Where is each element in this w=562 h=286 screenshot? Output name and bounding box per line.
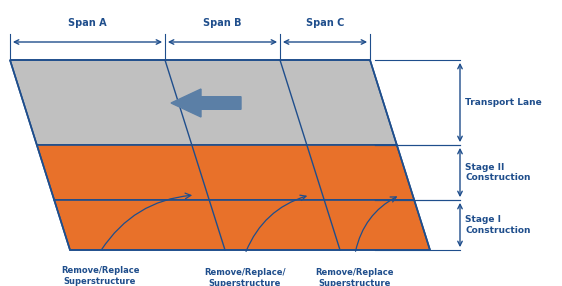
- Text: Span B: Span B: [203, 18, 242, 28]
- Text: Transport Lane: Transport Lane: [465, 98, 542, 107]
- Polygon shape: [54, 200, 430, 250]
- Text: Stage II
Construction: Stage II Construction: [465, 163, 531, 182]
- Text: Span A: Span A: [68, 18, 107, 28]
- Text: Remove/Replace
Superstructure: Remove/Replace Superstructure: [316, 268, 395, 286]
- Text: Remove/Replace/
Superstructure: Remove/Replace/ Superstructure: [204, 268, 285, 286]
- Polygon shape: [10, 60, 397, 145]
- Text: Remove/Replace
Superstructure: Remove/Replace Superstructure: [61, 266, 139, 286]
- FancyArrow shape: [171, 89, 241, 117]
- Text: Span C: Span C: [306, 18, 344, 28]
- Text: Stage I
Construction: Stage I Construction: [465, 215, 531, 235]
- Polygon shape: [37, 145, 414, 200]
